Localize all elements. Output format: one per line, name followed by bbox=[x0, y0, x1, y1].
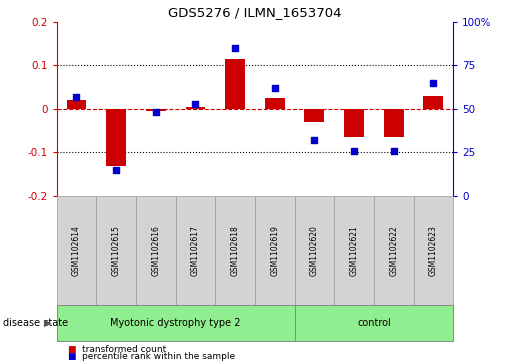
Bar bbox=[255, 196, 295, 305]
Point bbox=[310, 137, 318, 143]
Text: ▶: ▶ bbox=[44, 318, 51, 328]
Bar bbox=[295, 196, 334, 305]
Bar bbox=[374, 196, 414, 305]
Bar bbox=[185, 107, 205, 109]
Text: Myotonic dystrophy type 2: Myotonic dystrophy type 2 bbox=[110, 318, 241, 328]
Point bbox=[191, 101, 199, 107]
Text: GSM1102623: GSM1102623 bbox=[429, 225, 438, 276]
Bar bbox=[295, 305, 453, 341]
Point bbox=[389, 148, 398, 154]
Text: percentile rank within the sample: percentile rank within the sample bbox=[82, 352, 235, 361]
Point bbox=[151, 110, 160, 115]
Text: GSM1102616: GSM1102616 bbox=[151, 225, 160, 276]
Point bbox=[429, 80, 437, 86]
Bar bbox=[136, 196, 176, 305]
Text: GSM1102622: GSM1102622 bbox=[389, 225, 398, 276]
Text: GSM1102618: GSM1102618 bbox=[231, 225, 239, 276]
Text: GSM1102620: GSM1102620 bbox=[310, 225, 319, 276]
Bar bbox=[57, 305, 295, 341]
Text: ■: ■ bbox=[67, 345, 76, 354]
Point bbox=[112, 167, 120, 173]
Text: transformed count: transformed count bbox=[82, 345, 167, 354]
Bar bbox=[304, 109, 324, 122]
Bar bbox=[225, 59, 245, 109]
Text: GSM1102619: GSM1102619 bbox=[270, 225, 279, 276]
Point bbox=[231, 45, 239, 51]
Text: GSM1102621: GSM1102621 bbox=[350, 225, 358, 276]
Text: disease state: disease state bbox=[3, 318, 67, 328]
Text: GSM1102614: GSM1102614 bbox=[72, 225, 81, 276]
Bar bbox=[57, 196, 96, 305]
Text: control: control bbox=[357, 318, 391, 328]
Point bbox=[72, 94, 80, 99]
Bar bbox=[423, 96, 443, 109]
Bar bbox=[334, 196, 374, 305]
Bar bbox=[146, 109, 166, 111]
Point bbox=[350, 148, 358, 154]
Bar bbox=[344, 109, 364, 137]
Point bbox=[271, 85, 279, 91]
Bar bbox=[96, 196, 136, 305]
Bar bbox=[106, 109, 126, 166]
Text: GSM1102617: GSM1102617 bbox=[191, 225, 200, 276]
Text: GSM1102615: GSM1102615 bbox=[112, 225, 121, 276]
Text: ■: ■ bbox=[67, 352, 76, 361]
Bar bbox=[66, 100, 87, 109]
Bar bbox=[176, 196, 215, 305]
Bar bbox=[265, 98, 285, 109]
Bar bbox=[215, 196, 255, 305]
Title: GDS5276 / ILMN_1653704: GDS5276 / ILMN_1653704 bbox=[168, 6, 341, 19]
Bar bbox=[384, 109, 404, 137]
Bar bbox=[414, 196, 453, 305]
